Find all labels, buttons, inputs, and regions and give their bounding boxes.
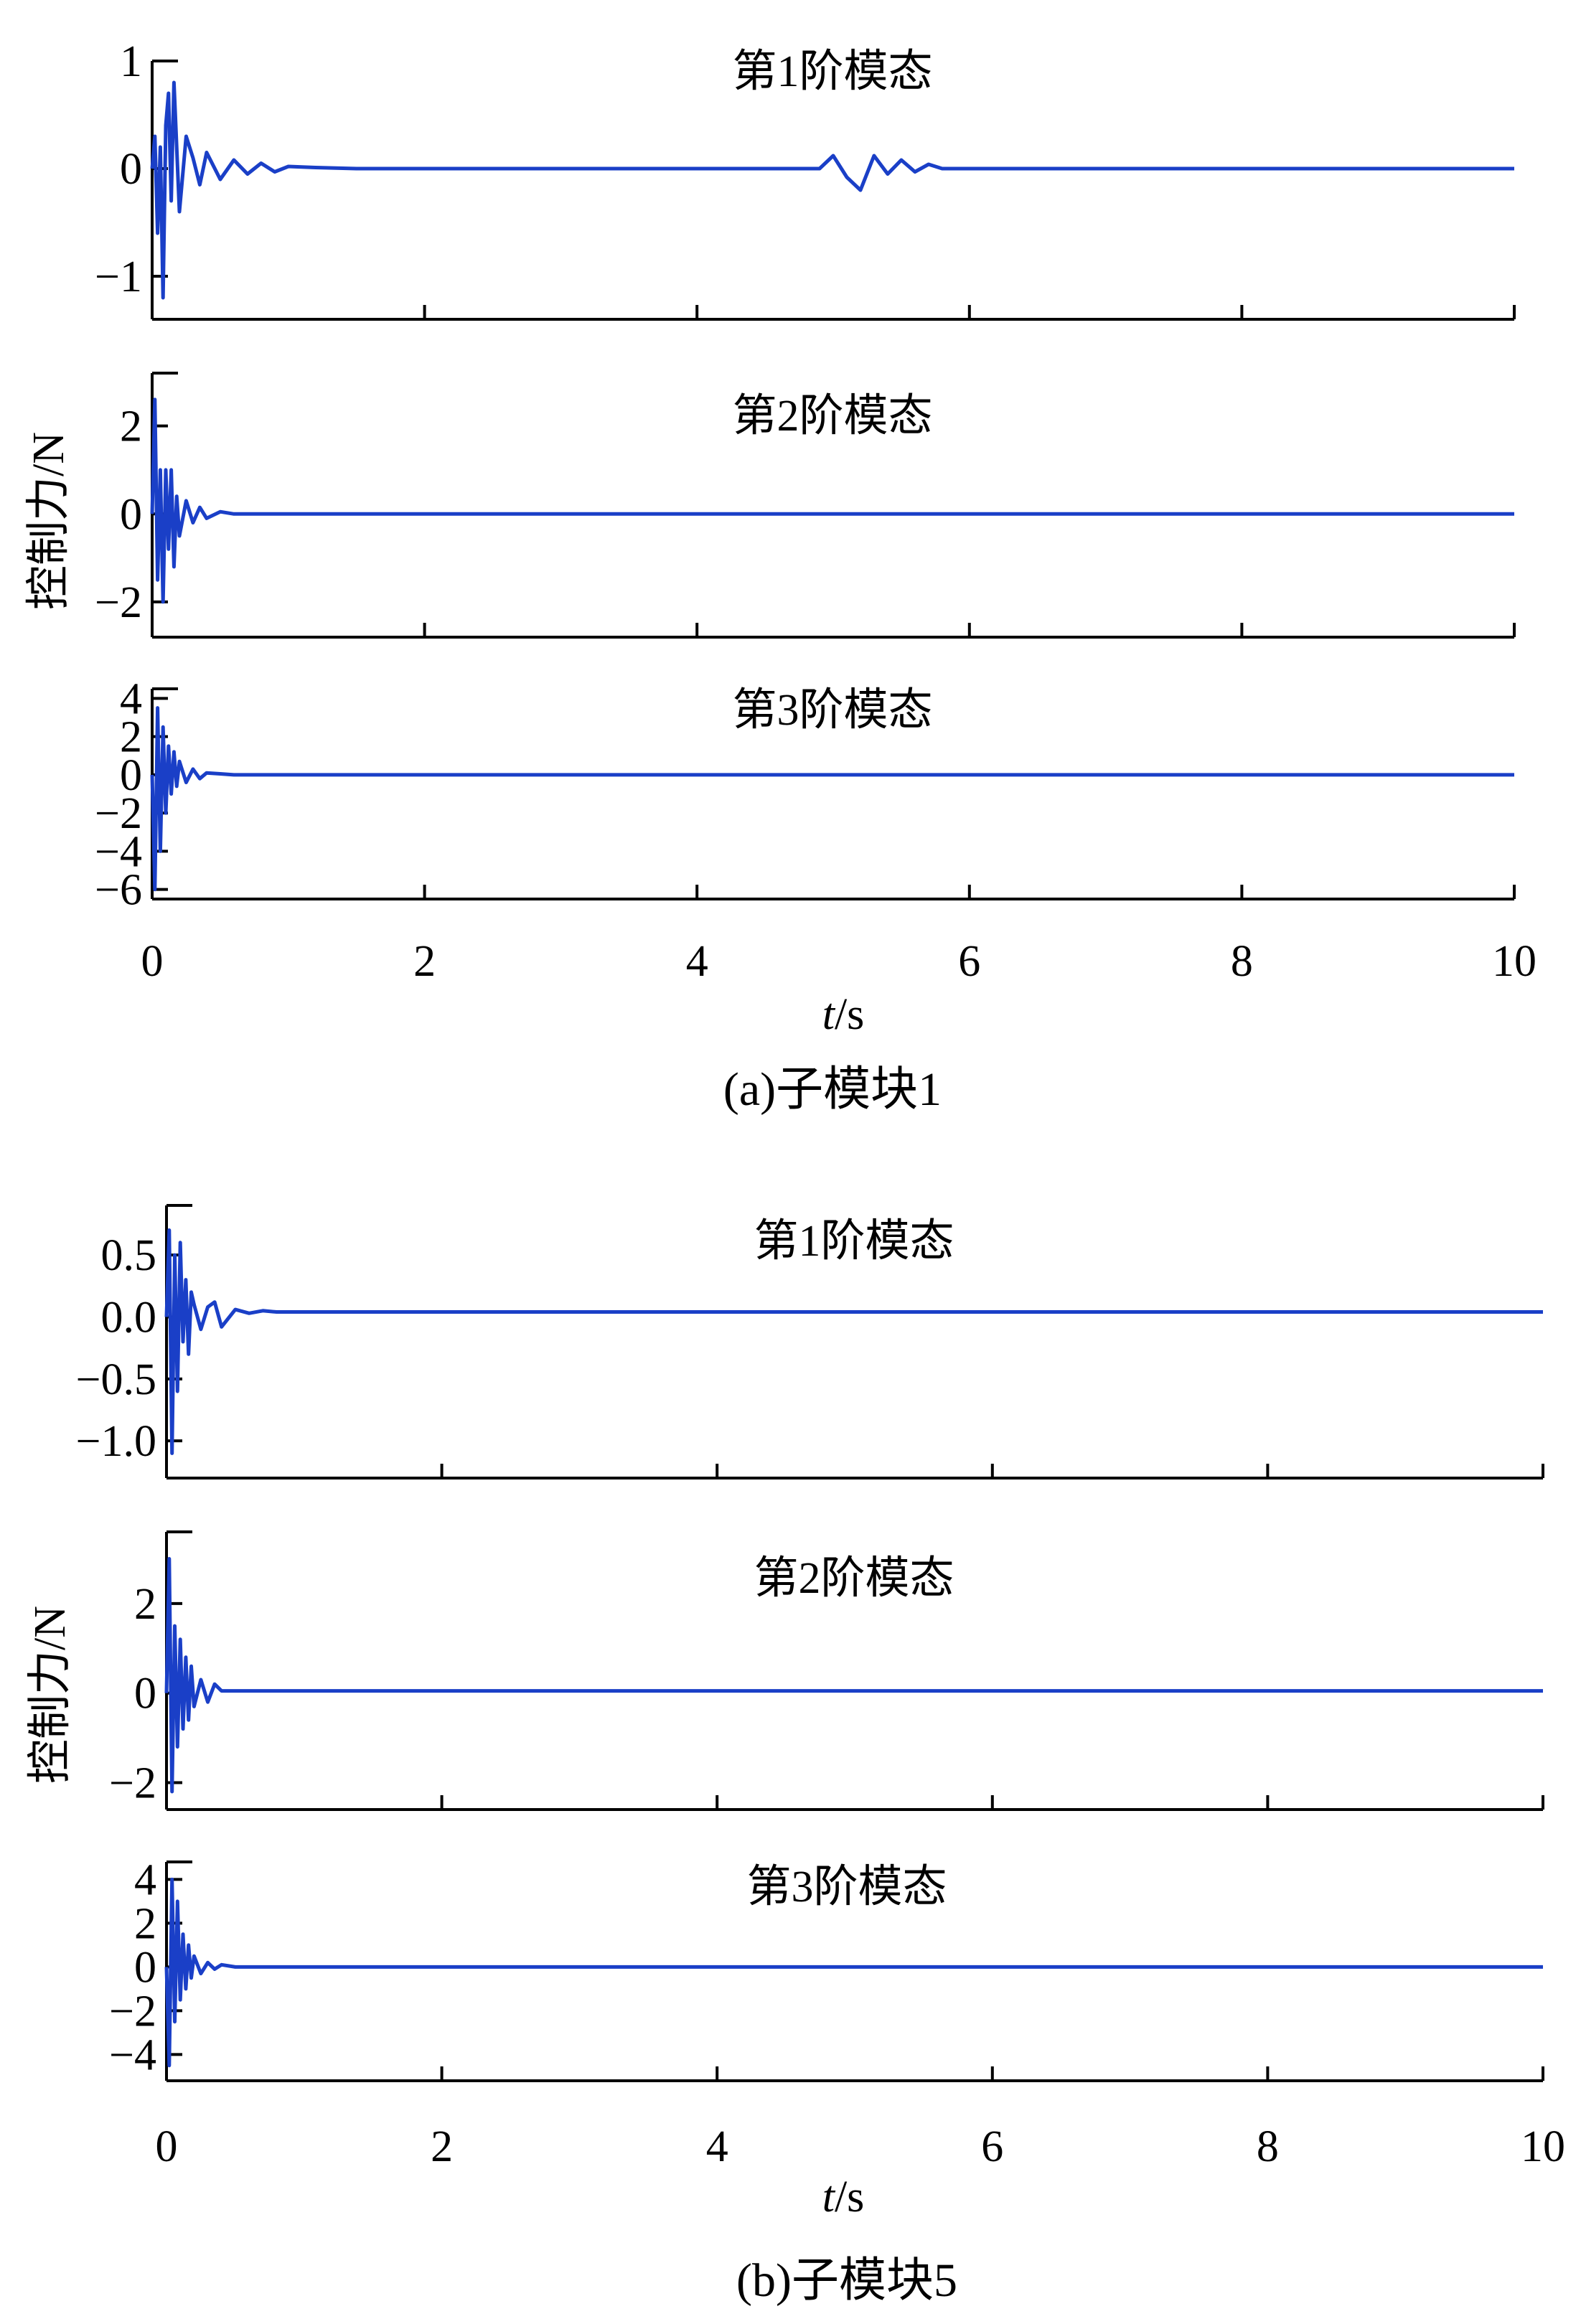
- y-tick-label: −1: [95, 253, 142, 301]
- y-tick-label: −2: [109, 1759, 156, 1808]
- series-line: [164, 1228, 1543, 1455]
- series-line: [164, 1877, 1543, 2068]
- y-axis-label: 控制力/N: [24, 432, 73, 610]
- y-tick-label: 0: [120, 490, 142, 539]
- x-axis-label: t/s: [822, 2173, 865, 2221]
- y-tick-label: −0.5: [76, 1355, 156, 1404]
- x-tick-label: 6: [958, 937, 980, 986]
- y-tick-label: 0: [134, 1943, 156, 1992]
- x-tick-label: 4: [686, 937, 708, 986]
- panel-a-subplot-3: 第3阶模态 420−2−4−6: [95, 674, 1516, 915]
- x-tick-label: 10: [1521, 2122, 1565, 2171]
- panel-b-subplot-1: 第1阶模态 0.5 0.0 −0.5 −1.0: [76, 1204, 1544, 1479]
- y-tick-label: −4: [95, 827, 142, 876]
- panel-b-subplot-2: 第2阶模态 2 0 −2: [109, 1530, 1544, 1811]
- subplot-title: 第2阶模态: [754, 1554, 954, 1603]
- y-tick-label: −6: [95, 866, 142, 915]
- x-tick-label: 4: [706, 2122, 728, 2171]
- panel-a: 第1阶模态 10−1 第2阶模态 20−2 第3阶模态 420−2−4−6 控制…: [24, 37, 1537, 1116]
- y-tick-label: 1: [120, 37, 142, 86]
- x-axis-label: t/s: [822, 990, 865, 1039]
- x-axis-label-unit: /s: [835, 990, 864, 1039]
- y-tick-label: 2: [120, 713, 142, 762]
- x-tick-label: 0: [141, 937, 164, 986]
- y-tick-label: −2: [95, 578, 142, 627]
- y-tick-label: 2: [120, 403, 142, 451]
- subplot-title: 第1阶模态: [754, 1217, 954, 1266]
- y-tick-label: −2: [109, 1987, 156, 2036]
- subplot-title: 第1阶模态: [732, 47, 932, 96]
- figure-caption: (a)子模块1: [723, 1063, 942, 1116]
- y-tick-label: 0.0: [101, 1293, 157, 1342]
- panel-b: 第1阶模态 0.50.0−0.5−1.0 第2阶模态 20−2 第3阶模态 42…: [26, 1204, 1565, 2307]
- x-tick-label: 8: [1231, 937, 1253, 986]
- x-axis-label-variable: t: [822, 2173, 836, 2221]
- subplot-title: 第3阶模态: [732, 686, 932, 735]
- x-tick-label: 8: [1257, 2122, 1279, 2171]
- y-tick-label: −1.0: [76, 1417, 156, 1466]
- subplot-title: 第2阶模态: [732, 392, 932, 441]
- y-tick-label: 0: [134, 1670, 156, 1718]
- panel-a-subplot-1: 第1阶模态 1 0 −1: [95, 37, 1516, 321]
- series-line: [150, 80, 1514, 300]
- panel-b-subplot-3: 第3阶模态 420−2−4: [109, 1855, 1544, 2082]
- y-tick-label: 4: [134, 1855, 156, 1904]
- y-tick-label: 0.5: [101, 1231, 157, 1280]
- x-tick-label: 2: [413, 937, 436, 986]
- series-line: [150, 706, 1514, 892]
- series-line: [164, 1557, 1543, 1794]
- y-tick-label: −4: [109, 2031, 156, 2079]
- y-tick-label: 2: [134, 1899, 156, 1948]
- x-axis-label-unit: /s: [835, 2173, 864, 2221]
- x-axis-label-variable: t: [822, 990, 836, 1039]
- panel-a-subplot-2: 第2阶模态 2 0 −2: [95, 372, 1516, 639]
- x-tick-label: 2: [431, 2122, 453, 2171]
- figure-caption: (b)子模块5: [736, 2254, 957, 2307]
- x-tick-label: 10: [1492, 937, 1537, 986]
- series-line: [150, 397, 1514, 604]
- y-tick-label: 0: [120, 145, 142, 194]
- y-axis-label: 控制力/N: [26, 1606, 75, 1784]
- x-tick-label: 6: [981, 2122, 1003, 2171]
- y-tick-label: 4: [120, 674, 142, 723]
- subplot-title: 第3阶模态: [746, 1863, 947, 1911]
- y-tick-label: 2: [134, 1580, 156, 1629]
- y-tick-label: −2: [95, 789, 142, 838]
- y-tick-label: 0: [120, 751, 142, 800]
- x-tick-label: 0: [156, 2122, 178, 2171]
